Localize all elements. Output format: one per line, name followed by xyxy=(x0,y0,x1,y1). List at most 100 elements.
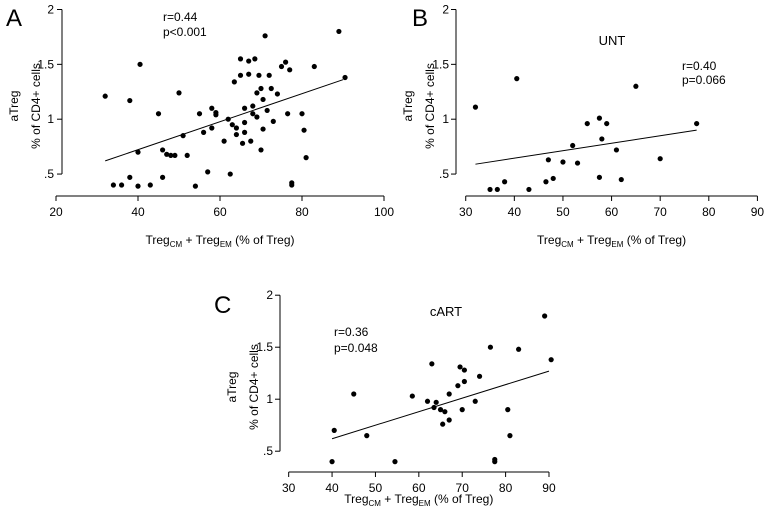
y-tick-label: 1 xyxy=(266,392,273,406)
panel-b: B 30 40 50 60 70 80 90 .5 1 1.5 2 aTreg % of CD4+ cel… xyxy=(401,2,764,249)
data-point xyxy=(694,120,700,127)
x-tick-label: 40 xyxy=(325,481,339,495)
data-point xyxy=(201,129,207,135)
data-point xyxy=(127,97,133,104)
data-point xyxy=(233,125,239,131)
y-tick-label: 1.5 xyxy=(37,57,54,71)
y-tick-label: 1.5 xyxy=(256,340,273,354)
data-point xyxy=(429,361,435,367)
stat-label: p<0.001 xyxy=(163,25,207,39)
data-point xyxy=(172,152,178,159)
data-point xyxy=(476,373,483,379)
data-point xyxy=(205,169,211,175)
data-point xyxy=(457,364,463,370)
data-point xyxy=(180,133,186,139)
data-point xyxy=(192,183,198,189)
x-axis-label: TregCM + TregEM (% of Treg) xyxy=(537,233,686,249)
data-point xyxy=(155,111,162,117)
data-point xyxy=(233,131,239,138)
data-point xyxy=(196,111,203,117)
data-point xyxy=(213,110,219,116)
regression-line xyxy=(105,79,344,162)
data-point xyxy=(329,459,335,465)
data-point xyxy=(266,72,272,78)
panel-letter: B xyxy=(412,5,428,32)
data-point xyxy=(268,85,274,92)
data-point xyxy=(446,391,452,397)
data-point xyxy=(299,111,305,117)
data-point xyxy=(237,56,244,62)
y-axis-label-line1: aTreg xyxy=(401,91,415,122)
data-point xyxy=(160,147,166,153)
data-point xyxy=(409,393,415,399)
data-point xyxy=(364,433,370,439)
data-point xyxy=(160,174,166,180)
data-point xyxy=(110,182,116,188)
data-point xyxy=(164,151,170,157)
data-point xyxy=(283,59,289,65)
data-point xyxy=(570,142,576,149)
data-point xyxy=(168,152,174,159)
data-point xyxy=(487,344,494,350)
data-point xyxy=(633,83,639,89)
data-point xyxy=(336,28,342,35)
stat-label: r=0.36 xyxy=(334,325,369,339)
y-axis-label-line1: aTreg xyxy=(225,372,239,403)
data-point xyxy=(351,391,357,397)
data-point xyxy=(459,407,465,413)
data-point xyxy=(431,404,437,411)
data-point xyxy=(289,182,295,188)
y-tick-label: .5 xyxy=(44,167,54,181)
data-point xyxy=(492,459,498,465)
data-point xyxy=(184,152,190,159)
x-tick-label: 60 xyxy=(213,205,227,219)
regression-line xyxy=(331,370,550,440)
data-point xyxy=(543,179,549,185)
stat-label: r=0.40 xyxy=(682,59,717,73)
data-point xyxy=(252,56,258,62)
data-point xyxy=(440,421,446,427)
x-tick-label: 100 xyxy=(374,205,394,219)
data-point xyxy=(147,182,153,188)
data-point xyxy=(209,105,215,111)
y-tick-label: 2 xyxy=(442,2,449,16)
data-point xyxy=(502,179,508,185)
data-point xyxy=(574,160,581,166)
data-point xyxy=(278,63,285,70)
data-point xyxy=(472,398,478,404)
x-tick-label: 40 xyxy=(508,205,522,219)
data-point xyxy=(596,115,603,121)
y-tick-label: 1.5 xyxy=(432,57,449,71)
x-tick-label: 20 xyxy=(49,205,63,219)
data-point xyxy=(127,174,133,180)
data-point xyxy=(560,159,566,165)
data-point xyxy=(455,383,461,389)
panel-a: A 20 40 60 80 100 .5 1 1.5 2 aTreg % of CD4+ cells T… xyxy=(6,2,394,249)
data-point xyxy=(550,175,556,182)
data-point xyxy=(285,111,291,117)
x-tick-label: 90 xyxy=(751,205,765,219)
data-point xyxy=(176,90,182,96)
data-point xyxy=(246,71,252,77)
data-point xyxy=(242,119,248,126)
y-axis-label-line1: aTreg xyxy=(7,91,21,122)
data-point xyxy=(135,149,141,155)
data-point xyxy=(246,58,252,64)
data-point xyxy=(516,346,522,352)
data-point xyxy=(507,433,513,439)
x-tick-label: 30 xyxy=(282,481,296,495)
data-point xyxy=(505,407,511,413)
x-tick-label: 90 xyxy=(542,481,556,495)
data-point xyxy=(250,103,256,109)
x-tick-label: 80 xyxy=(702,205,716,219)
x-tick-label: 80 xyxy=(499,481,513,495)
x-tick-label: 50 xyxy=(556,205,570,219)
data-point xyxy=(227,171,233,177)
data-point xyxy=(254,114,260,120)
data-point xyxy=(472,104,479,110)
data-point xyxy=(392,459,398,465)
data-point xyxy=(548,357,554,363)
data-point xyxy=(287,67,293,73)
y-tick-label: 1 xyxy=(47,112,54,126)
